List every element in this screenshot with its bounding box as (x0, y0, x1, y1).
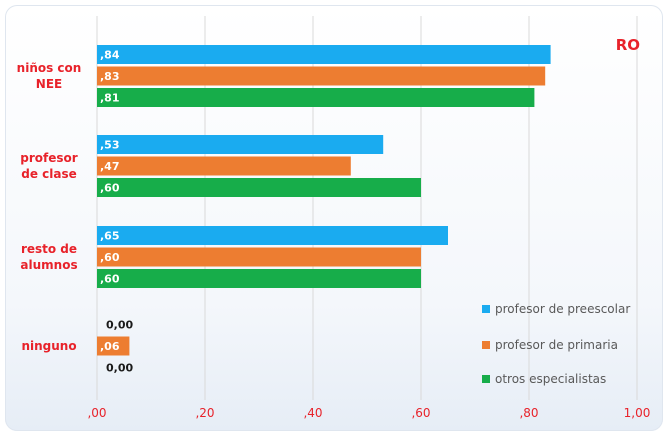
category-label: alumnos (20, 258, 77, 272)
bar (97, 88, 535, 107)
data-label: ,65 (100, 230, 120, 243)
category-label: ninguno (21, 339, 76, 353)
bar (97, 156, 351, 176)
data-label: ,83 (100, 70, 120, 83)
bar (97, 178, 421, 197)
data-label: ,47 (100, 160, 120, 173)
bar (97, 135, 384, 154)
bar (97, 247, 421, 267)
bar (97, 269, 421, 288)
tick-label: ,00 (87, 406, 106, 420)
category-label: de clase (21, 167, 77, 181)
legend-label: profesor de primaria (495, 338, 618, 352)
data-label: ,60 (100, 273, 120, 286)
bar (97, 336, 130, 356)
data-label: ,84 (100, 49, 120, 62)
data-label: ,81 (100, 92, 120, 105)
data-label: ,60 (100, 182, 120, 195)
category-label: niños con (17, 61, 82, 75)
data-label: 0,00 (106, 319, 133, 332)
bar (97, 226, 448, 245)
tick-label: ,40 (303, 406, 322, 420)
legend-label: profesor de preescolar (495, 302, 630, 316)
legend-swatch (482, 305, 490, 313)
tick-label: 1,00 (624, 406, 651, 420)
category-label: profesor (20, 151, 77, 165)
chart-title: RO (616, 36, 640, 54)
legend-label: otros especialistas (495, 372, 606, 386)
tick-label: ,60 (411, 406, 430, 420)
data-label: ,53 (100, 139, 120, 152)
legend-swatch (482, 341, 490, 349)
tick-label: ,80 (519, 406, 538, 420)
category-label: NEE (36, 77, 62, 91)
bar (97, 66, 546, 86)
category-label: resto de (21, 242, 77, 256)
data-label: 0,00 (106, 362, 133, 375)
bar (97, 45, 551, 64)
tick-label: ,20 (195, 406, 214, 420)
data-label: ,06 (100, 340, 120, 353)
data-label: ,60 (100, 251, 120, 264)
legend-swatch (482, 375, 490, 383)
